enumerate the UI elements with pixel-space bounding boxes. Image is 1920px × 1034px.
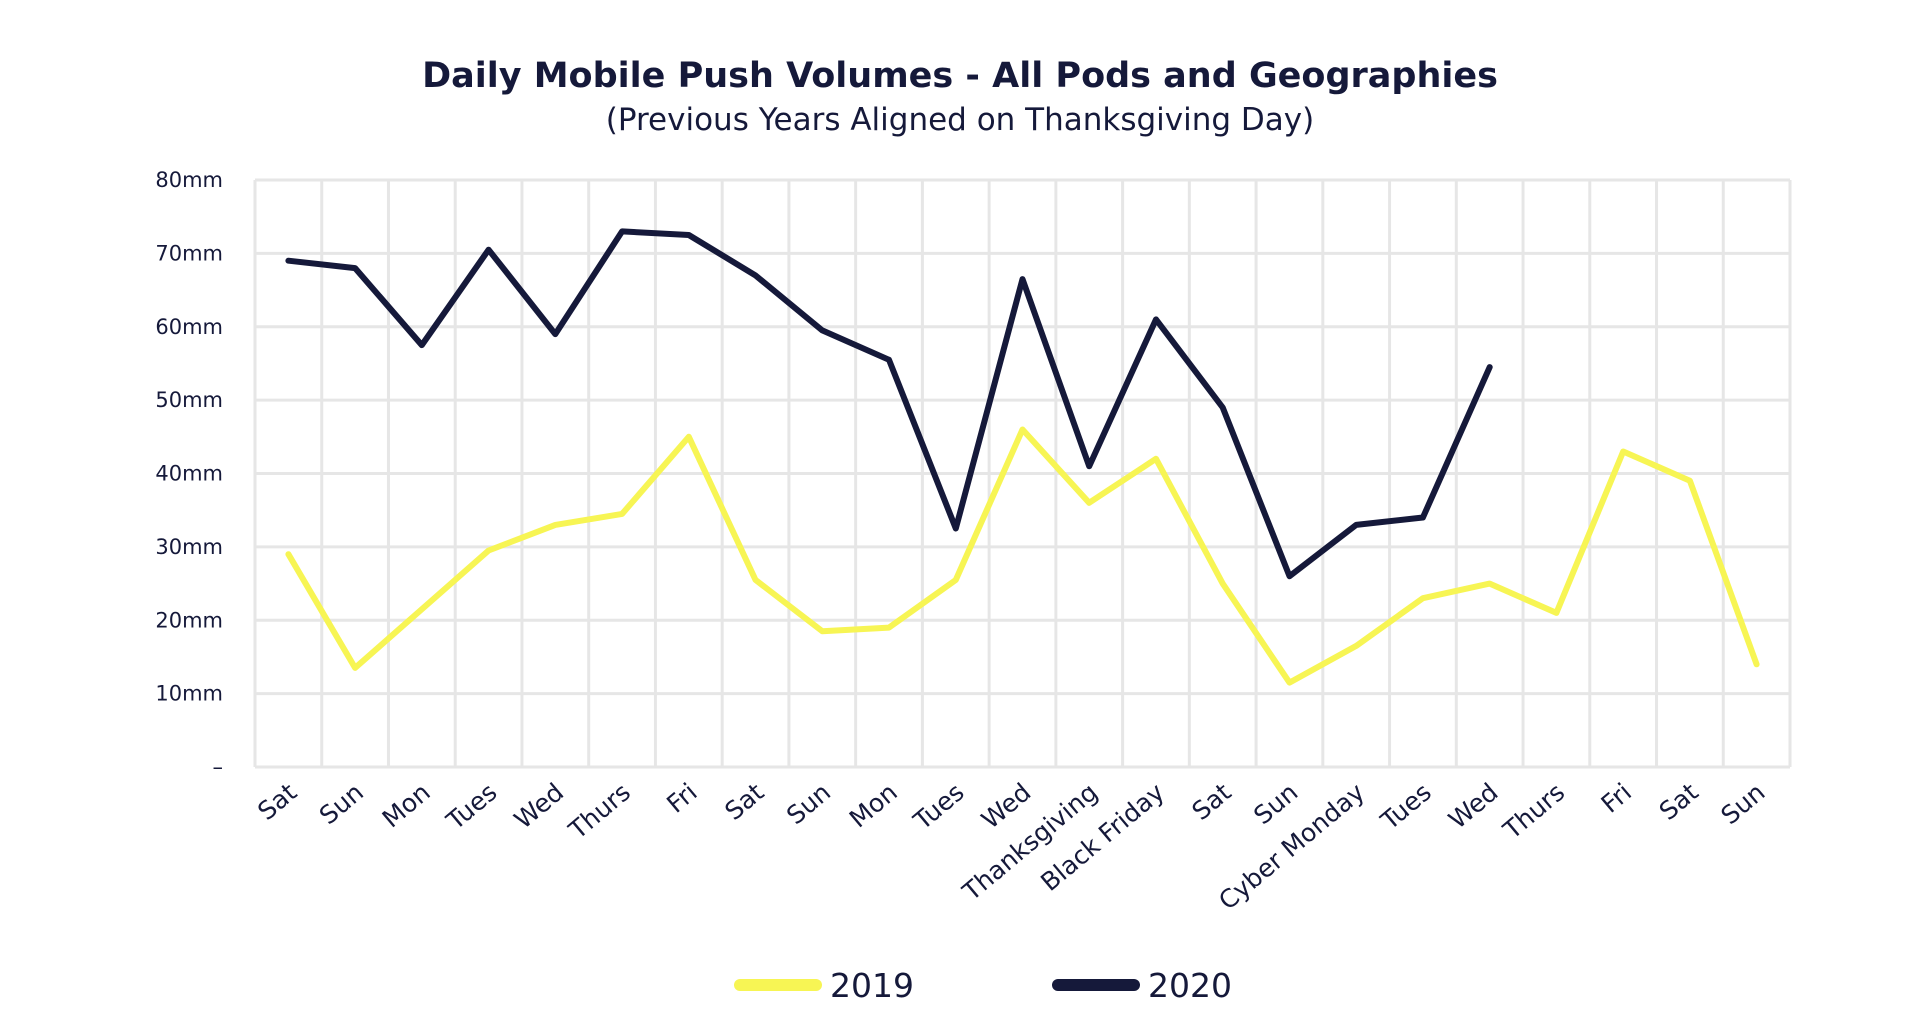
x-tick-label: Tues <box>908 777 970 836</box>
y-tick-label: – <box>213 755 224 779</box>
x-tick-label: Fri <box>1596 777 1637 818</box>
y-tick-label: 10mm <box>155 682 223 706</box>
series-line-2020 <box>285 228 1493 580</box>
grid <box>253 178 1792 769</box>
x-tick-label: Tues <box>1375 777 1437 836</box>
x-tick-label: Sat <box>1654 777 1704 826</box>
x-tick-label: Sun <box>1248 777 1303 830</box>
x-tick-label: Sun <box>781 777 836 830</box>
x-tick-label: Sat <box>719 777 769 826</box>
legend-label-2020: 2020 <box>1148 966 1232 1005</box>
legend-label-2019: 2019 <box>830 966 914 1005</box>
y-tick-label: 20mm <box>155 608 223 632</box>
chart-subtitle: (Previous Years Aligned on Thanksgiving … <box>606 102 1315 138</box>
x-tick-label: Mon <box>377 777 436 833</box>
y-tick-label: 60mm <box>155 315 223 339</box>
chart-title: Daily Mobile Push Volumes - All Pods and… <box>422 56 1498 96</box>
x-tick-label: Sat <box>252 777 302 826</box>
x-tick-label: Wed <box>1443 777 1503 834</box>
series-line-2019 <box>285 426 1760 686</box>
x-tick-label: Tues <box>440 777 502 836</box>
x-tick-label: Mon <box>844 777 903 833</box>
y-tick-label: 30mm <box>155 535 223 559</box>
y-tick-label: 40mm <box>155 462 223 486</box>
x-tick-label: Sun <box>314 777 369 830</box>
x-tick-label: Thurs <box>1497 777 1570 845</box>
y-tick-label: 70mm <box>155 241 223 265</box>
x-tick-label: Wed <box>509 777 569 834</box>
y-tick-label: 50mm <box>155 388 223 412</box>
x-tick-label: Sun <box>1715 777 1770 830</box>
series-lines <box>285 228 1760 686</box>
x-tick-label: Fri <box>661 777 702 818</box>
x-tick-label: Thurs <box>563 777 636 845</box>
x-tick-label: Sat <box>1187 777 1237 826</box>
y-axis: – 10mm 20mm 30mm 40mm 50mm 60mm 70mm 80mm <box>155 168 223 779</box>
y-tick-label: 80mm <box>155 168 223 192</box>
legend: 2019 2020 <box>734 966 1232 1005</box>
